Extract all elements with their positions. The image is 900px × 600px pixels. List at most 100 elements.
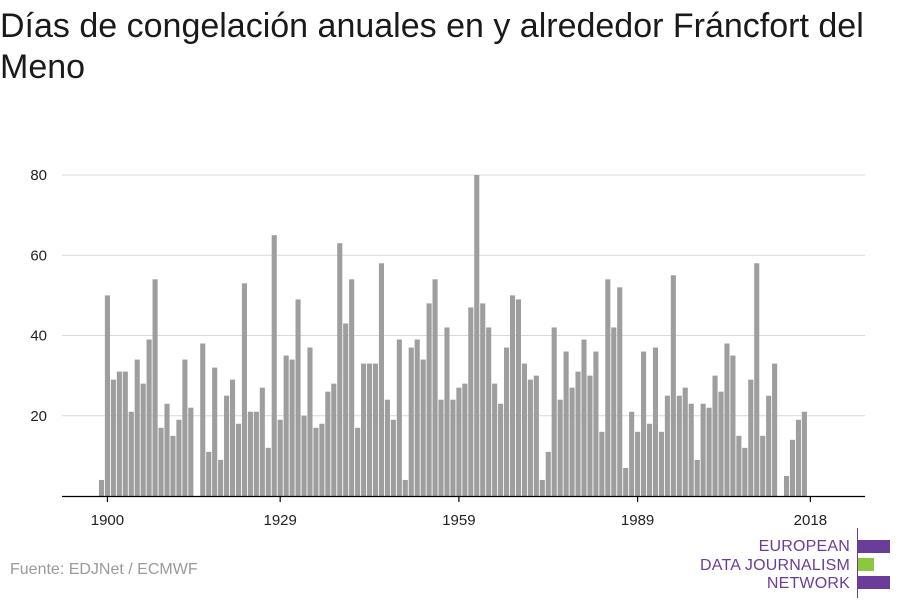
bar-1919 bbox=[218, 459, 224, 496]
bar-1987 bbox=[623, 467, 629, 496]
bar-1995 bbox=[670, 275, 676, 496]
bar-2008 bbox=[748, 379, 754, 496]
x-tick-label: 1989 bbox=[621, 512, 654, 529]
bar-1900 bbox=[104, 295, 110, 497]
bar-1929 bbox=[277, 419, 283, 496]
bar-2005 bbox=[730, 355, 736, 496]
bar-1957 bbox=[444, 327, 450, 496]
bar-1901 bbox=[110, 379, 116, 496]
bar-1960 bbox=[462, 383, 468, 496]
bar-1961 bbox=[468, 307, 474, 496]
logo-divider bbox=[857, 528, 858, 598]
bar-1986 bbox=[617, 287, 623, 496]
bar-1982 bbox=[593, 351, 599, 496]
bar-1922 bbox=[235, 423, 242, 496]
bar-1973 bbox=[539, 479, 545, 496]
bar-2004 bbox=[724, 343, 730, 496]
bar-1944 bbox=[366, 363, 373, 496]
bar-1948 bbox=[390, 419, 396, 496]
bar-2006 bbox=[736, 435, 742, 496]
bar-1916 bbox=[200, 343, 206, 496]
bar-1972 bbox=[533, 375, 539, 497]
x-tick-label: 1959 bbox=[442, 512, 475, 529]
bar-1942 bbox=[355, 427, 361, 496]
source-note: Fuente: EDJNet / ECMWF bbox=[10, 561, 198, 578]
bar-2003 bbox=[718, 391, 724, 496]
bar-1950 bbox=[402, 479, 408, 496]
bar-1902 bbox=[116, 371, 122, 496]
bar-2001 bbox=[706, 407, 712, 496]
y-tick-label: 40 bbox=[30, 328, 47, 345]
bars bbox=[98, 175, 807, 497]
bar-1947 bbox=[384, 399, 390, 496]
bar-1930 bbox=[283, 355, 289, 496]
bar-1993 bbox=[658, 431, 664, 496]
bar-1935 bbox=[313, 427, 319, 496]
bar-1924 bbox=[247, 411, 253, 496]
bar-1934 bbox=[307, 347, 313, 496]
bar-1965 bbox=[492, 383, 498, 496]
bar-1949 bbox=[396, 339, 402, 496]
bar-1984 bbox=[605, 279, 611, 496]
bar-1927 bbox=[265, 447, 271, 496]
bar-1939 bbox=[337, 243, 343, 496]
bar-1920 bbox=[224, 395, 230, 496]
x-tick-label: 2018 bbox=[794, 512, 827, 529]
bar-1996 bbox=[676, 395, 682, 496]
bar-1991 bbox=[646, 423, 653, 496]
bar-2010 bbox=[760, 435, 766, 496]
bar-1985 bbox=[611, 327, 617, 496]
bar-1976 bbox=[557, 399, 563, 496]
bar-1921 bbox=[229, 379, 236, 496]
bar-1967 bbox=[504, 347, 510, 496]
x-ticks: 1900 1929 1959 1989 2018 bbox=[91, 496, 827, 529]
bar-1958 bbox=[450, 399, 456, 496]
bar-1943 bbox=[361, 363, 367, 496]
y-tick-label: 60 bbox=[30, 247, 47, 264]
bar-1917 bbox=[206, 451, 212, 496]
bar-1937 bbox=[325, 391, 331, 496]
logo-bar-bottom bbox=[858, 576, 890, 589]
bar-1969 bbox=[515, 299, 522, 496]
bar-1923 bbox=[241, 283, 247, 496]
bar-1912 bbox=[176, 419, 182, 496]
bar-1946 bbox=[378, 263, 385, 496]
y-tick-labels: 20 40 60 80 bbox=[30, 167, 47, 425]
bar-1955 bbox=[432, 279, 438, 496]
bar-1932 bbox=[295, 299, 301, 496]
y-tick-label: 20 bbox=[30, 408, 47, 425]
bar-1926 bbox=[259, 387, 265, 496]
bar-2015 bbox=[789, 439, 796, 496]
bar-1992 bbox=[652, 347, 659, 496]
bar-2016 bbox=[795, 419, 801, 496]
bar-1970 bbox=[521, 363, 527, 496]
bar-1966 bbox=[498, 403, 504, 496]
bar-1994 bbox=[664, 395, 670, 496]
bar-1911 bbox=[170, 435, 176, 496]
edjnet-logo: EUROPEAN DATA JOURNALISM NETWORK bbox=[690, 528, 900, 598]
bar-1999 bbox=[694, 459, 700, 496]
bar-1959 bbox=[456, 387, 462, 496]
bar-1907 bbox=[146, 339, 152, 496]
bar-1980 bbox=[581, 339, 587, 496]
bar-1909 bbox=[158, 427, 164, 496]
bar-1914 bbox=[188, 407, 194, 496]
bar-2011 bbox=[766, 395, 772, 496]
bar-1928 bbox=[271, 235, 277, 496]
bar-2000 bbox=[700, 403, 706, 496]
bar-1988 bbox=[629, 411, 635, 496]
bar-1925 bbox=[253, 411, 259, 496]
y-tick-label: 80 bbox=[30, 167, 47, 184]
bar-1918 bbox=[212, 367, 218, 496]
bar-1938 bbox=[331, 383, 337, 496]
bar-1940 bbox=[343, 323, 349, 496]
logo-text: EUROPEAN DATA JOURNALISM NETWORK bbox=[700, 538, 850, 594]
bar-1977 bbox=[563, 351, 569, 496]
logo-bar-top bbox=[858, 540, 890, 553]
x-tick-label: 1929 bbox=[264, 512, 297, 529]
bar-1983 bbox=[599, 431, 605, 496]
bar-1905 bbox=[134, 359, 140, 496]
bar-1979 bbox=[575, 371, 581, 496]
bar-1990 bbox=[641, 351, 647, 496]
